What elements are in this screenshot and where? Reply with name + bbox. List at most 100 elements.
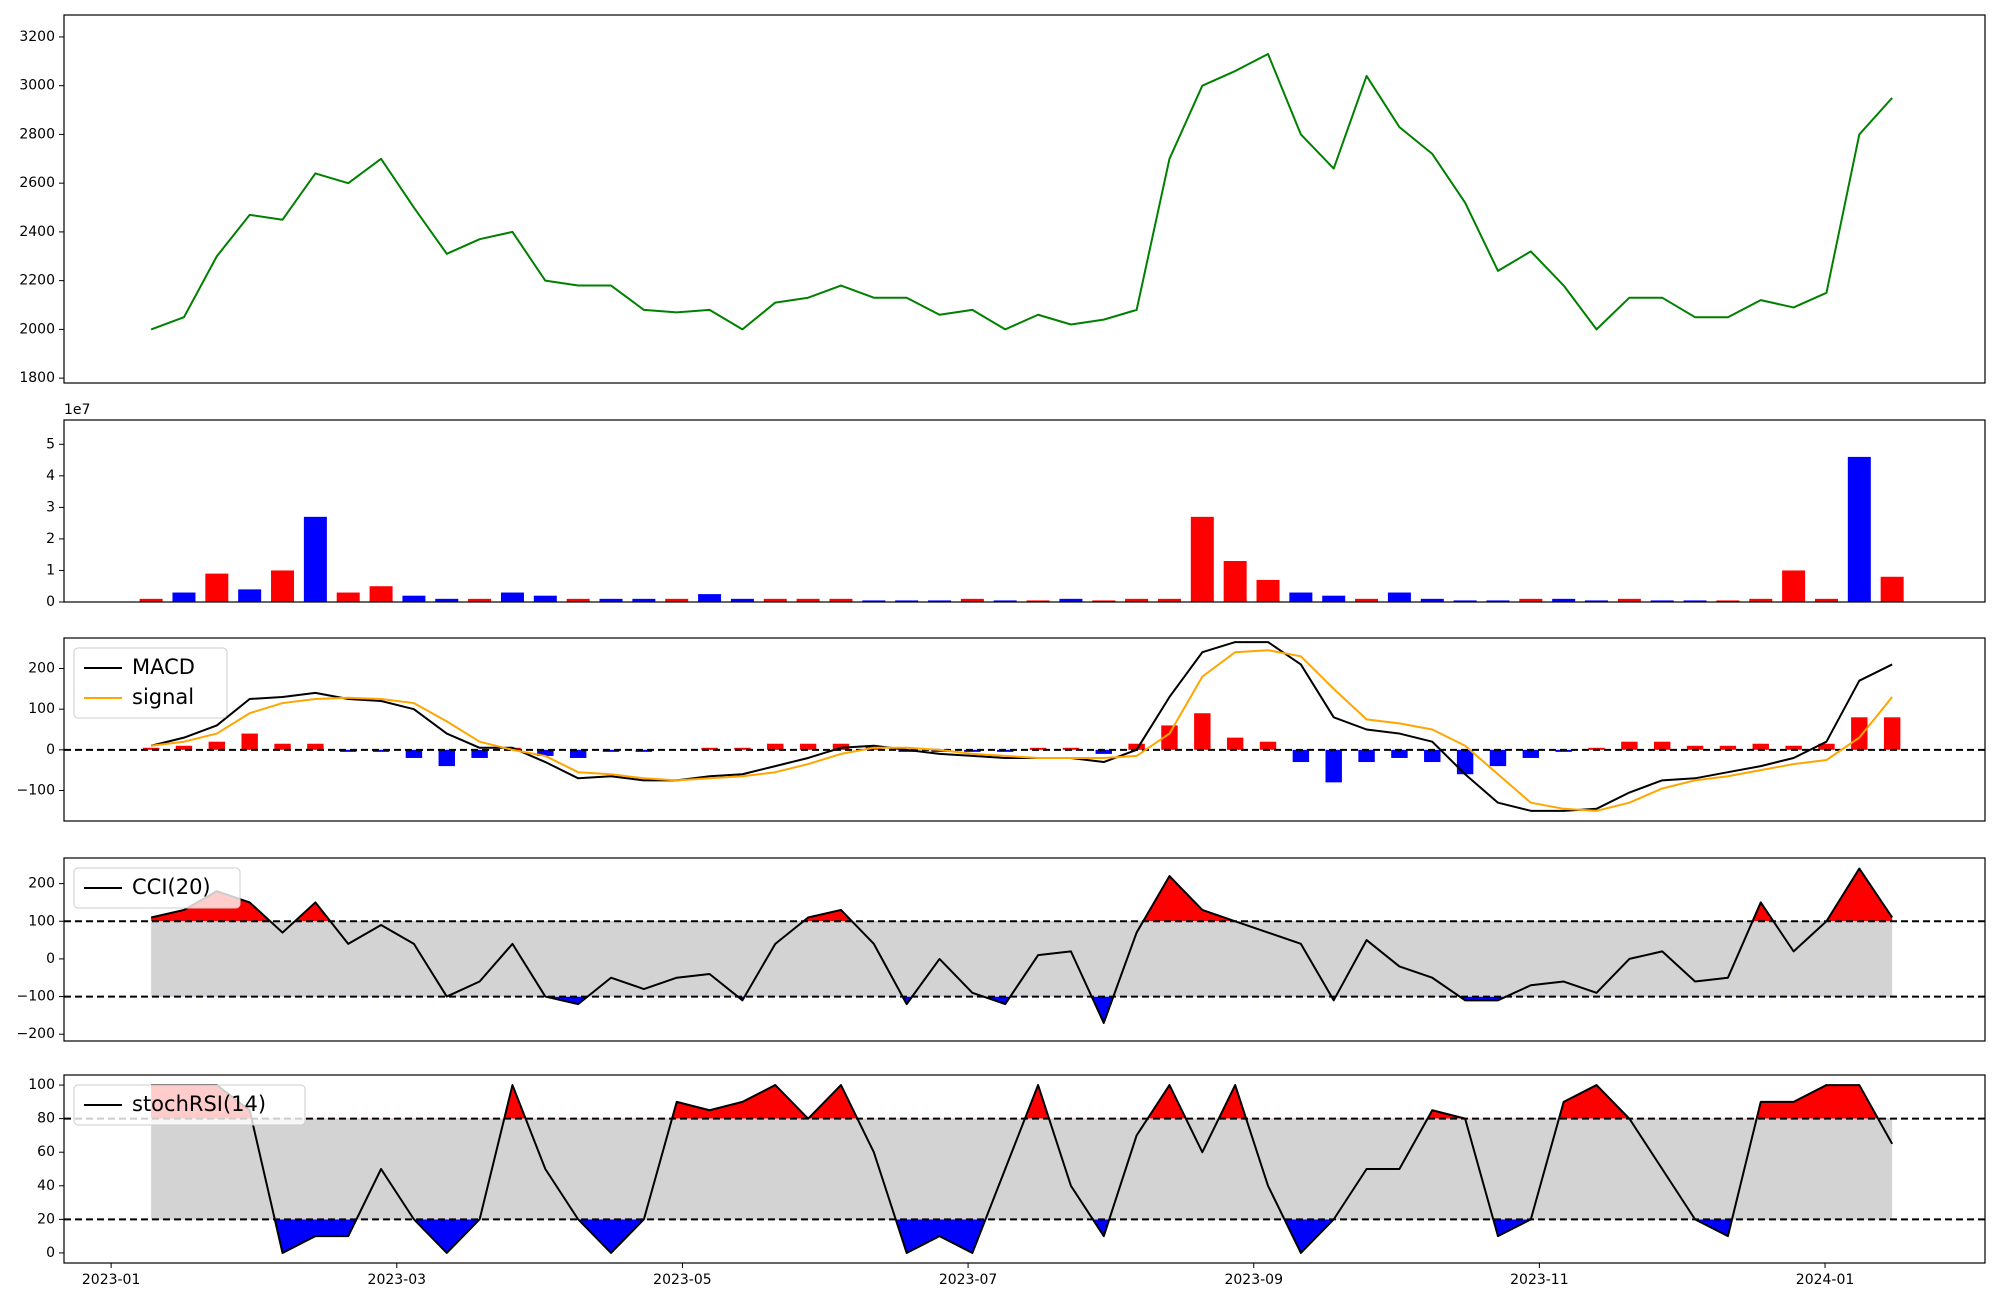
y-tick-label: 0 [46,1245,55,1261]
y-tick-label: 3200 [19,29,55,45]
histogram-bar [964,749,981,752]
bar [303,516,327,602]
histogram-bar [767,743,784,750]
bar [1026,600,1050,602]
histogram-bar [832,743,850,750]
bar [730,598,754,602]
bar [172,592,196,602]
histogram-bar [438,749,455,767]
bar [271,570,295,602]
panel: 1800 2000 2200 2400 2600 2800 3000 3200 [19,14,1986,386]
bar [1519,598,1543,602]
legend-label: stochRSI(14) [132,1092,266,1116]
y-tick-label: 200 [28,661,55,677]
bar [928,600,952,602]
histogram-bar [1456,749,1474,775]
histogram-bar [1259,741,1277,750]
histogram-bar [1818,743,1835,750]
bar [1585,600,1609,602]
bar [829,598,853,602]
legend-box [73,1084,306,1126]
y-tick-label: 1800 [19,370,55,386]
bar [1059,598,1083,602]
bar [205,573,229,602]
bar [402,595,426,602]
y-tick-label: 100 [28,913,55,929]
bar [435,598,459,602]
histogram-bar [1555,749,1572,752]
histogram-bar [1325,749,1342,783]
histogram-bar [1358,749,1375,763]
bar [468,598,492,602]
histogram-bar [734,747,751,750]
bar [500,592,524,602]
bar [1749,598,1773,602]
histogram-bar [208,741,226,750]
y-tick-label: 2000 [19,321,55,337]
histogram-bar [1851,717,1868,750]
bar [1289,592,1313,602]
histogram-bar [1883,717,1901,750]
y-tick-label: 60 [37,1144,55,1160]
histogram-bar [274,743,291,750]
y-tick-label: 2200 [19,273,55,289]
neutral-band [151,1118,1893,1220]
bar [1355,598,1379,602]
histogram-bar [471,749,488,758]
bar [369,586,393,602]
y-tick-label: 0 [46,594,55,610]
bar [599,598,623,602]
bar [1157,598,1181,602]
bar [1223,560,1247,602]
x-tick-label: 2023-11 [1510,1272,1569,1288]
legend-box [73,647,228,719]
y-tick-label: 100 [28,1077,55,1093]
histogram-bar [799,743,817,750]
y-tick-label: 3000 [19,78,55,94]
bar [336,592,360,602]
x-tick-label: 2023-07 [939,1272,998,1288]
panel: 0 20 40 60 80 100 2023-01 2023-03 2023-05 2023-07… [28,1074,1986,1288]
histogram-bar [1588,747,1605,750]
neutral-band [151,921,1893,997]
y-tick-label: 0 [46,951,55,967]
bar [1880,576,1904,602]
histogram-bar [1752,743,1769,750]
bar [1650,600,1674,602]
histogram-bar [1194,713,1211,750]
bar [238,589,262,602]
histogram-bar [1029,747,1047,750]
bar [1190,516,1214,602]
bar [1782,570,1806,602]
bar [566,598,590,602]
bar [1617,598,1641,602]
plot-area [64,1084,1985,1254]
panel: −100 0 100 200 MACD signal [17,637,1986,822]
line [150,641,1893,812]
y-tick-label: 1 [46,562,55,578]
bar [895,600,919,602]
plot-area [64,641,1985,812]
frame [63,14,1986,384]
bar [632,598,656,602]
y-tick-label: −200 [17,1026,55,1042]
bar [1420,598,1444,602]
bar [1716,600,1740,602]
histogram-bar [175,745,193,750]
y-tick-label: 80 [37,1111,55,1127]
bar [796,598,820,602]
x-tick-label: 2023-01 [82,1272,141,1288]
panel: 0 1 2 3 4 5 1e7 [46,402,1986,610]
histogram-bar [1489,749,1507,767]
histogram-bar [405,749,423,758]
histogram-bar [635,749,653,752]
histogram-bar [1424,749,1441,763]
bar [1387,592,1411,602]
histogram-bar [898,749,915,752]
plot-area [150,52,1893,331]
x-tick-label: 2024-01 [1796,1272,1855,1288]
histogram-bar [1062,747,1080,750]
y-tick-label: 5 [46,436,55,452]
histogram-bar [1161,725,1178,750]
histogram-bar [537,749,554,756]
